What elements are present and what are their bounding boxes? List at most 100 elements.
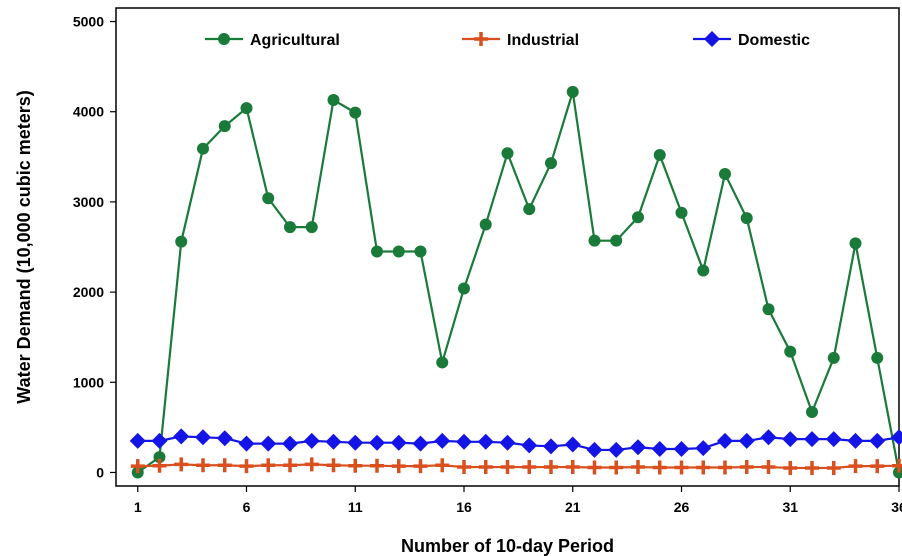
industrial-point: [609, 460, 624, 475]
domestic-point: [673, 441, 690, 458]
agricultural-point: [523, 203, 536, 216]
industrial-point: [413, 459, 428, 474]
domestic-point: [390, 434, 407, 451]
x-tick-label: 1: [134, 499, 142, 515]
domestic-point: [129, 432, 146, 449]
domestic-point: [195, 429, 211, 446]
agricultural-point: [153, 451, 166, 464]
agricultural-point: [197, 142, 209, 155]
agricultural-point: [436, 356, 449, 369]
y-tick-label: 0: [96, 464, 104, 480]
domestic-point: [804, 431, 820, 448]
domestic-point: [782, 431, 799, 448]
domestic-point: [825, 431, 842, 448]
agricultural-point: [610, 234, 623, 247]
domestic-point: [717, 432, 733, 449]
y-tick-label: 2000: [73, 284, 104, 300]
legend-marker: [704, 31, 720, 47]
domestic-point: [347, 434, 364, 451]
industrial-point: [500, 460, 515, 475]
agricultural-point: [175, 235, 188, 248]
domestic-point: [499, 434, 516, 451]
domestic-point: [738, 432, 755, 449]
industrial-point: [152, 458, 167, 473]
industrial-point: [696, 460, 711, 475]
legend-label: Domestic: [738, 32, 810, 49]
domestic-point: [151, 432, 168, 449]
agricultural-point: [501, 147, 514, 160]
agricultural-point: [479, 218, 492, 231]
y-tick-label: 1000: [73, 374, 104, 390]
industrial-point: [304, 457, 319, 472]
agricultural-point: [414, 245, 427, 258]
legend-marker: [218, 33, 230, 45]
domestic-point: [608, 441, 625, 458]
industrial-point: [631, 460, 645, 475]
agricultural-point: [327, 93, 340, 106]
industrial-point: [848, 459, 863, 474]
legend-item-industrial: Industrial: [462, 32, 579, 49]
agricultural-point: [218, 120, 231, 133]
x-tick-label: 31: [782, 499, 798, 515]
domestic-point: [303, 432, 320, 449]
y-tick-label: 5000: [73, 14, 104, 30]
industrial-point: [435, 458, 450, 473]
industrial-point: [391, 459, 406, 474]
x-tick-label: 16: [456, 499, 472, 515]
agricultural-point: [349, 106, 362, 119]
domestic-point: [216, 430, 233, 447]
x-tick-label: 11: [348, 499, 363, 515]
legend-item-agricultural: Agricultural: [205, 32, 340, 49]
industrial-point: [761, 460, 776, 475]
domestic-point: [173, 428, 190, 445]
x-tick-label: 26: [674, 499, 690, 515]
domestic-point: [564, 436, 581, 453]
domestic-point: [238, 435, 255, 452]
series-agricultural: [131, 85, 902, 479]
industrial-point: [674, 460, 689, 475]
agricultural-point: [849, 237, 862, 250]
industrial-point: [587, 460, 602, 475]
domestic-point: [369, 434, 385, 451]
industrial-point: [826, 460, 841, 475]
agricultural-line: [137, 91, 901, 474]
industrial-point: [283, 458, 297, 473]
domestic-point: [869, 432, 886, 449]
industrial-point: [326, 458, 341, 473]
domestic-point: [521, 437, 538, 454]
legend-marker: [474, 32, 488, 46]
agricultural-point: [762, 303, 775, 316]
agricultural-point: [632, 211, 644, 224]
domestic-point: [760, 429, 777, 446]
industrial-point: [652, 460, 667, 475]
agricultural-point: [545, 157, 557, 170]
agricultural-point: [784, 345, 797, 358]
industrial-point: [174, 457, 189, 472]
agricultural-point: [262, 192, 275, 205]
series-industrial: [130, 457, 902, 475]
plot-frame: [115, 7, 900, 487]
x-tick-label: 36: [891, 499, 902, 515]
axes-layer: 01000200030004000500016111621263136: [73, 7, 902, 515]
agricultural-point: [871, 351, 884, 364]
industrial-point: [261, 458, 276, 473]
industrial-point: [370, 458, 384, 473]
y-tick-label: 4000: [73, 104, 104, 120]
domestic-point: [477, 433, 494, 450]
y-axis-title: Water Demand (10,000 cubic meters): [14, 90, 34, 403]
industrial-point: [217, 458, 232, 473]
agricultural-point: [806, 406, 818, 419]
domestic-point: [630, 439, 646, 456]
industrial-point: [522, 460, 537, 475]
agricultural-point: [588, 234, 601, 247]
industrial-point: [457, 460, 471, 475]
agricultural-point: [284, 221, 296, 234]
industrial-point: [718, 460, 732, 475]
domestic-point: [891, 429, 902, 446]
x-tick-label: 6: [243, 499, 251, 515]
series-layer: [129, 85, 902, 479]
legend-label: Agricultural: [250, 32, 340, 49]
agricultural-point: [566, 85, 579, 98]
agricultural-point: [392, 245, 405, 258]
domestic-point: [543, 438, 559, 455]
